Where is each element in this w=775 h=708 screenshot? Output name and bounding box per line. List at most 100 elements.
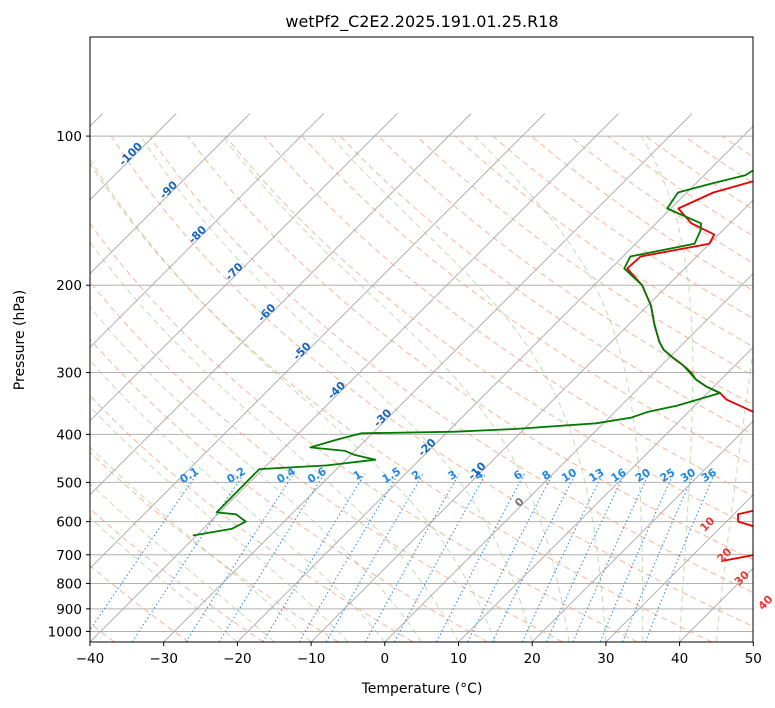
x-tick-label: −10 — [297, 651, 326, 667]
moist-adiabat — [716, 346, 753, 642]
dewpoint-profile — [192, 169, 753, 537]
dry-adiabat — [90, 162, 713, 642]
mixing-ratio-line — [436, 473, 525, 642]
isotherm-line — [90, 113, 546, 569]
isotherm-line — [90, 113, 325, 348]
dry-adiabat — [148, 135, 753, 594]
mixing-ratio-line — [131, 473, 245, 642]
isotherm-line — [90, 113, 472, 496]
moist-adiabat — [90, 158, 496, 642]
isotherm-label: -80 — [186, 223, 209, 246]
overlay-labels: 0.1 0.2 0.4 0.6 1 1.5 2 3 4 6 8 10 13 16 20 25 30 36-100-… — [116, 140, 775, 613]
y-axis-label: Pressure (hPa) — [12, 290, 28, 390]
plot-frame — [89, 36, 754, 643]
moist-adiabat — [474, 135, 644, 642]
y-tick-label: 500 — [56, 475, 82, 491]
moist-adiabats — [90, 135, 753, 642]
mixing-ratio-line — [521, 473, 604, 642]
mixing-ratio-lines — [90, 473, 716, 642]
dry-adiabat — [339, 135, 753, 436]
mixing-ratio-line — [185, 473, 295, 642]
mixing-ratio-line — [325, 473, 424, 642]
dry-adiabat — [721, 135, 753, 158]
isotherm-label: -10 — [465, 459, 488, 482]
dry-adiabats — [90, 135, 753, 642]
dry-adiabat — [607, 135, 753, 237]
dry-adiabat — [301, 135, 753, 466]
isotherm-label: -40 — [325, 379, 348, 402]
mixing-ratio-label: 3 — [446, 468, 459, 483]
moist-adiabat — [90, 241, 459, 642]
mixing-ratio-line — [218, 473, 325, 642]
chart-title: wetPf2_C2E2.2025.191.01.25.R18 — [285, 12, 558, 32]
mixing-ratio-line — [492, 473, 576, 642]
isotherm-line — [384, 273, 753, 642]
dry-adiabat — [530, 135, 753, 292]
moist-adiabat — [90, 446, 312, 642]
mixing-ratio-line — [622, 473, 695, 642]
moist-adiabat — [330, 135, 607, 642]
y-tick-label: 400 — [56, 427, 82, 443]
dry-adiabat — [187, 135, 753, 561]
mixing-ratio-label: 1 — [351, 468, 364, 483]
isotherm-label: -30 — [371, 406, 394, 429]
dry-adiabat-label: 30 — [732, 568, 752, 588]
dry-adiabat-label: 10 — [697, 514, 717, 534]
mixing-ratio-line — [90, 473, 198, 631]
x-tick-label: −40 — [76, 651, 105, 667]
dry-adiabat — [568, 135, 753, 264]
dry-adiabat — [110, 135, 753, 628]
dry-adiabat-label: 40 — [756, 593, 775, 613]
y-tick-label: 1000 — [48, 625, 82, 641]
x-tick-label: 50 — [745, 651, 762, 667]
sounding-profiles — [192, 169, 753, 562]
x-tick-label: 0 — [381, 651, 390, 667]
y-tick-label: 600 — [56, 515, 82, 531]
isotherm-label: -100 — [116, 140, 145, 169]
isotherm-line — [605, 494, 753, 642]
dry-adiabat — [416, 135, 753, 377]
x-tick-label: −30 — [149, 651, 178, 667]
isotherm-label: -90 — [157, 178, 180, 201]
y-tick-label: 100 — [56, 129, 82, 145]
dry-adiabat — [378, 135, 753, 406]
moist-adiabat — [90, 359, 386, 642]
dry-adiabat — [492, 135, 753, 319]
dry-adiabat — [90, 451, 339, 642]
dry-adiabat — [683, 135, 753, 184]
mixing-ratio-label: 6 — [511, 468, 525, 483]
isotherm-line — [237, 125, 753, 642]
x-tick-label: 10 — [450, 651, 467, 667]
moist-adiabat — [640, 135, 694, 642]
moist-adiabat — [90, 482, 275, 642]
dry-adiabat — [225, 135, 753, 529]
dry-adiabat — [90, 222, 638, 642]
x-axis-label: Temperature (°C) — [361, 681, 483, 697]
moist-adiabat — [90, 405, 349, 642]
isotherm-line — [531, 420, 753, 642]
dry-adiabat — [90, 508, 264, 642]
x-tick-label: 20 — [524, 651, 541, 667]
mixing-ratio-line — [546, 473, 626, 642]
dry-adiabat — [90, 564, 190, 642]
dry-adiabat — [90, 281, 563, 642]
mixing-ratio-label: 2 — [409, 468, 422, 483]
isotherm-line — [458, 346, 753, 642]
dry-adiabat — [454, 135, 753, 348]
isotherm-line — [752, 641, 753, 642]
mixing-ratio-line — [393, 473, 487, 642]
mixing-ratio-line — [599, 473, 674, 642]
dry-adiabat-label: 20 — [714, 545, 734, 565]
isotherm-label: -60 — [255, 301, 278, 324]
isotherm-line — [310, 199, 753, 642]
moist-adiabat — [90, 306, 423, 642]
x-tick-label: −20 — [223, 651, 252, 667]
y-tick-label: 900 — [56, 602, 82, 618]
y-tick-label: 300 — [56, 365, 82, 381]
mixing-ratio-line — [467, 473, 554, 642]
skewed-isotherms — [90, 113, 753, 642]
x-tick-label: 30 — [597, 651, 614, 667]
isotherm-line — [90, 113, 251, 275]
isotherm-line — [163, 113, 693, 642]
